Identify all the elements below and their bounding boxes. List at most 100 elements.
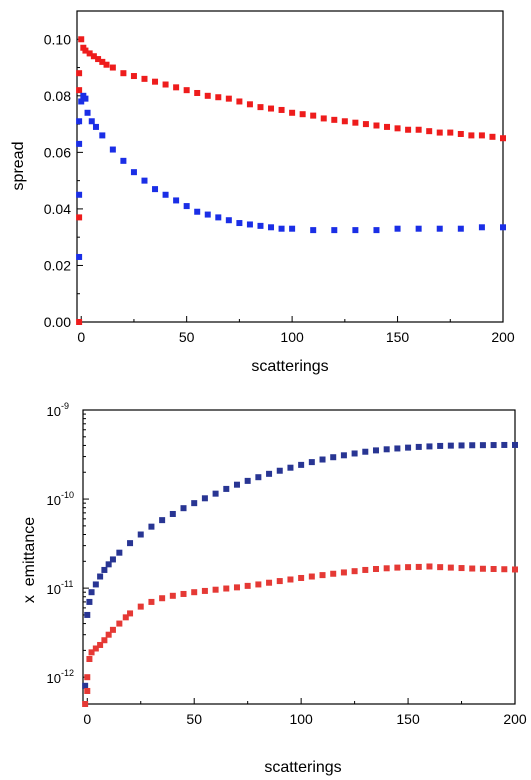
data-point-series-1 bbox=[92, 581, 99, 588]
y-tick-label: 10 bbox=[47, 493, 61, 508]
data-point-series-1 bbox=[82, 682, 89, 689]
data-point-series-2 bbox=[415, 225, 422, 232]
data-point-series-1 bbox=[141, 75, 148, 82]
data-point-series-1 bbox=[278, 106, 285, 113]
y-tick-label: 0.02 bbox=[44, 257, 71, 273]
plot-frame-emittance bbox=[82, 409, 516, 705]
data-point-series-1 bbox=[76, 87, 83, 94]
data-point-series-1 bbox=[489, 133, 496, 140]
data-point-series-2 bbox=[101, 637, 108, 644]
data-point-series-1 bbox=[159, 517, 166, 524]
data-point-series-2 bbox=[109, 146, 116, 153]
data-point-series-1 bbox=[405, 444, 412, 451]
data-point-series-2 bbox=[122, 614, 129, 621]
data-point-series-1 bbox=[169, 510, 176, 517]
data-point-series-1 bbox=[319, 456, 326, 463]
data-point-series-1 bbox=[95, 56, 102, 63]
data-point-series-2 bbox=[415, 563, 422, 570]
data-point-series-1 bbox=[308, 459, 315, 466]
data-point-series-1 bbox=[362, 121, 369, 128]
data-point-series-2 bbox=[191, 589, 198, 596]
y-axis-title-emittance: x emittance bbox=[21, 517, 38, 603]
data-point-series-2 bbox=[120, 157, 127, 164]
data-point-series-1 bbox=[233, 481, 240, 488]
x-tick-label: 50 bbox=[179, 329, 195, 345]
data-point-series-2 bbox=[246, 221, 253, 228]
data-point-series-1 bbox=[436, 129, 443, 136]
data-point-series-2 bbox=[383, 565, 390, 572]
data-point-series-1 bbox=[223, 485, 230, 492]
data-point-series-1 bbox=[469, 442, 476, 449]
y-tick-label: 10 bbox=[47, 582, 61, 597]
data-point-series-2 bbox=[86, 656, 93, 663]
axis-ticks-spread: 0 50 100 150 200 0.00 0.02 0.04 0.06 0.08 0.10 bbox=[44, 31, 515, 345]
data-point-series-1 bbox=[76, 70, 83, 77]
data-point-series-2 bbox=[362, 566, 369, 573]
data-point-series-1 bbox=[276, 467, 283, 474]
data-point-series-1 bbox=[127, 540, 134, 547]
data-point-series-2 bbox=[372, 565, 379, 572]
data-point-series-1 bbox=[116, 549, 123, 556]
y-tick-label: 0.10 bbox=[44, 31, 71, 47]
data-point-series-1 bbox=[394, 125, 401, 132]
data-point-series-2 bbox=[201, 587, 208, 594]
data-point-series-2 bbox=[500, 224, 506, 231]
data-point-series-1 bbox=[331, 116, 338, 123]
data-point-series-1 bbox=[103, 61, 110, 68]
data-point-series-2 bbox=[298, 574, 305, 581]
y-tick-exponent: -12 bbox=[61, 668, 74, 678]
data-point-series-1 bbox=[500, 135, 506, 142]
data-point-series-1 bbox=[426, 443, 433, 450]
data-point-series-1 bbox=[457, 130, 464, 137]
data-point-series-1 bbox=[298, 461, 305, 468]
data-point-series-1 bbox=[162, 81, 169, 88]
data-point-series-1 bbox=[120, 70, 127, 77]
data-point-series-2 bbox=[276, 578, 283, 585]
data-point-series-1 bbox=[99, 58, 106, 65]
data-point-series-1 bbox=[266, 470, 273, 477]
data-point-series-2 bbox=[319, 572, 326, 579]
y-tick-label: 10 bbox=[47, 671, 61, 686]
y-axis-title-spread: spread bbox=[10, 142, 27, 191]
data-point-series-1 bbox=[383, 446, 390, 453]
data-point-series-2 bbox=[351, 568, 358, 575]
data-point-series-2 bbox=[173, 197, 180, 204]
data-point-series-2 bbox=[394, 225, 401, 232]
plot-frame-spread bbox=[76, 10, 504, 323]
data-point-series-2 bbox=[223, 585, 230, 592]
data-point-series-2 bbox=[159, 595, 166, 602]
data-point-series-2 bbox=[479, 565, 486, 572]
data-point-series-2 bbox=[287, 576, 294, 583]
data-point-series-2 bbox=[215, 214, 222, 221]
data-point-series-2 bbox=[82, 701, 89, 707]
data-points-emittance bbox=[82, 441, 518, 707]
data-point-series-1 bbox=[340, 452, 347, 459]
data-point-series-2 bbox=[169, 592, 176, 599]
y-tick-exponent: -9 bbox=[61, 401, 69, 411]
data-point-series-2 bbox=[141, 177, 148, 184]
data-point-series-1 bbox=[130, 73, 137, 80]
y-tick-exponent: -10 bbox=[61, 490, 74, 500]
data-point-series-2 bbox=[84, 109, 91, 116]
data-point-series-2 bbox=[501, 566, 508, 573]
data-point-series-1 bbox=[204, 92, 211, 99]
data-point-series-2 bbox=[457, 225, 464, 232]
data-point-series-1 bbox=[351, 450, 358, 457]
data-point-series-1 bbox=[97, 573, 104, 580]
data-point-series-1 bbox=[478, 132, 485, 139]
data-point-series-1 bbox=[362, 448, 369, 455]
data-point-series-2 bbox=[137, 603, 144, 610]
data-point-series-2 bbox=[426, 563, 433, 570]
y-tick-label: 0.00 bbox=[44, 314, 71, 330]
data-point-series-2 bbox=[105, 631, 112, 638]
x-tick-label: 100 bbox=[289, 711, 313, 727]
data-point-series-1 bbox=[82, 47, 89, 54]
x-tick-label: 200 bbox=[503, 711, 527, 727]
data-point-series-1 bbox=[501, 441, 508, 448]
x-tick-label: 50 bbox=[186, 711, 202, 727]
data-point-series-2 bbox=[194, 208, 201, 215]
data-point-series-2 bbox=[373, 227, 380, 234]
data-point-series-2 bbox=[183, 203, 190, 210]
data-point-series-2 bbox=[84, 674, 91, 681]
data-point-series-2 bbox=[310, 227, 317, 234]
